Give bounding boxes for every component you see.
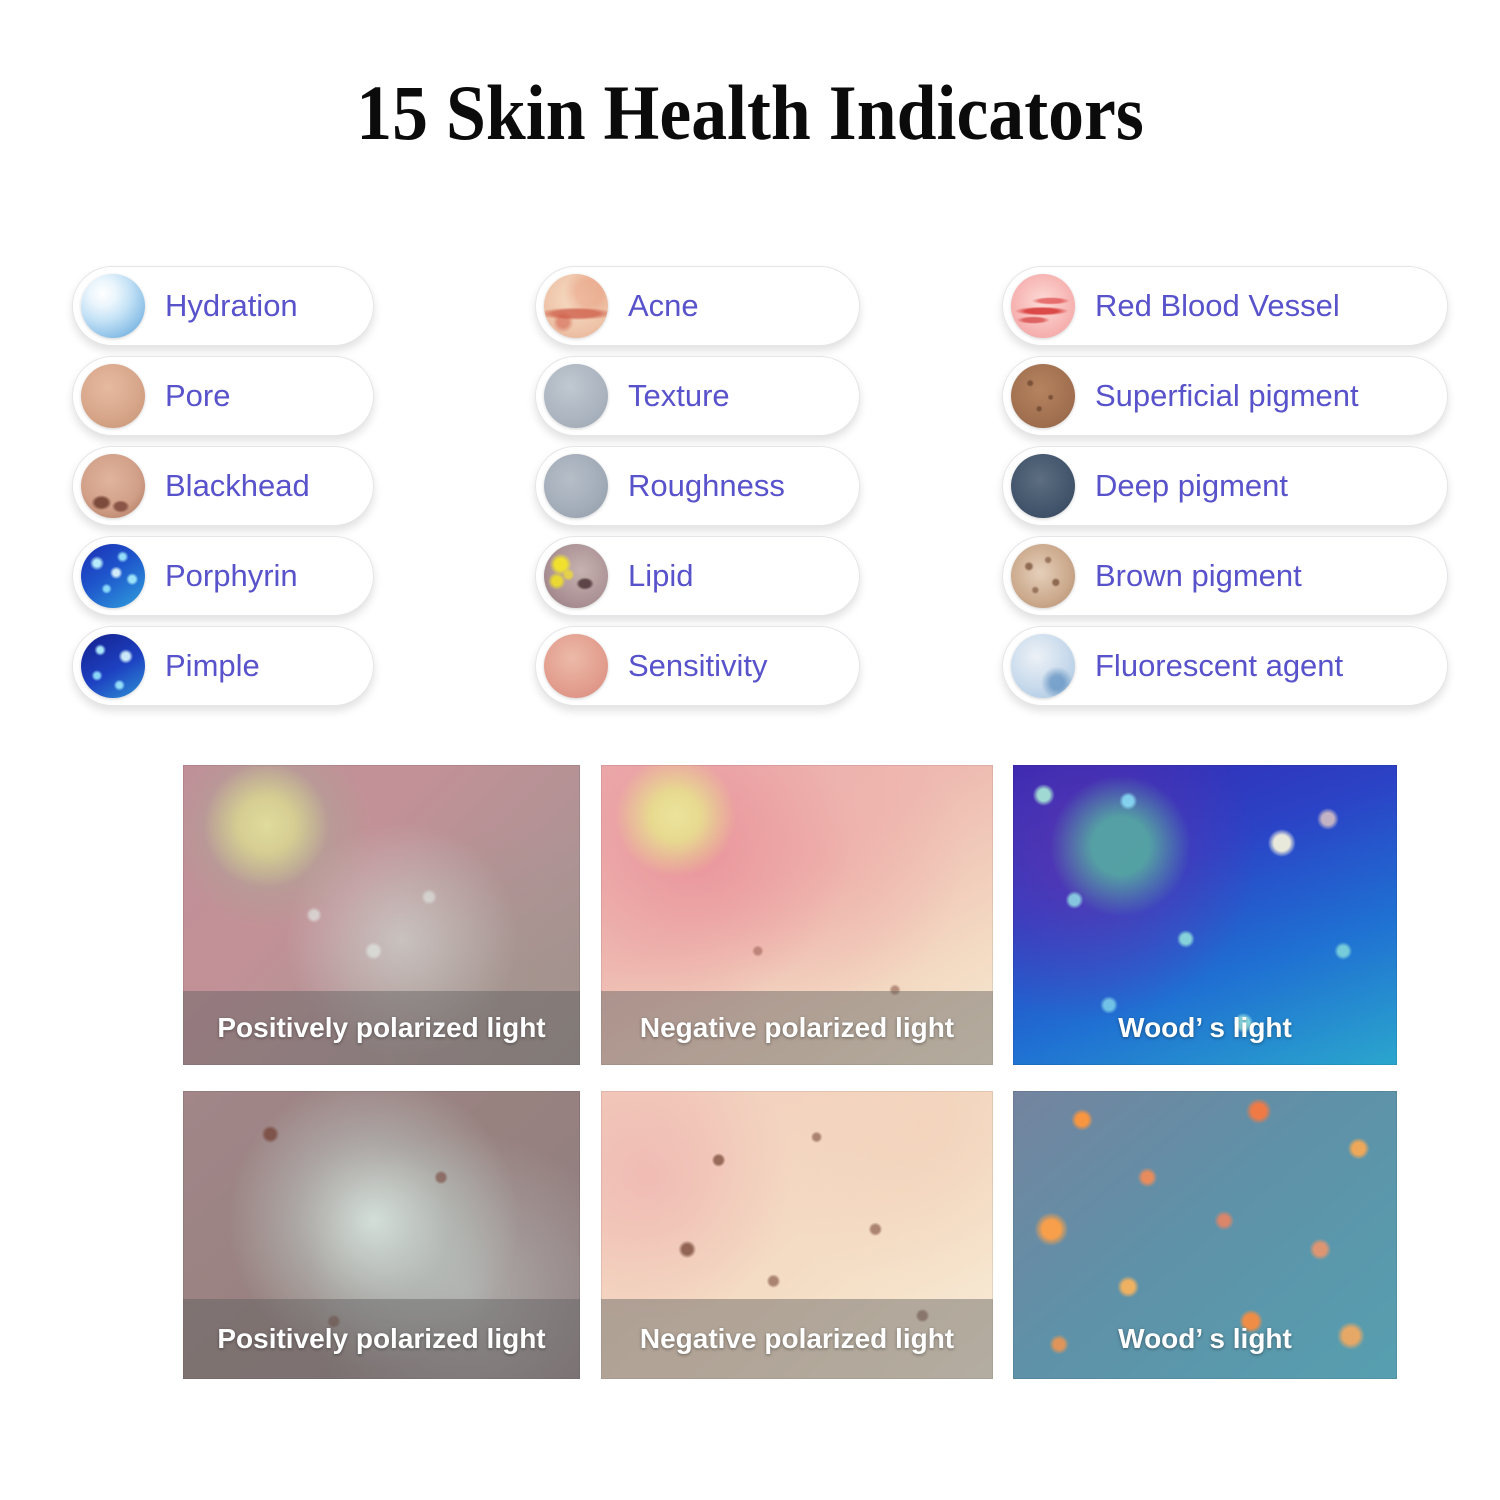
photo-caption-woods-light-row2: Wood’ s light (1118, 1323, 1292, 1354)
acne-swatch-icon (544, 274, 608, 338)
brown-pigment-swatch-icon (1011, 544, 1075, 608)
hydration-swatch-icon (81, 274, 145, 338)
superficial-pigment-swatch-icon (1011, 364, 1075, 428)
indicator-label-pimple: Pimple (165, 648, 260, 683)
indicator-label-roughness: Roughness (628, 468, 785, 503)
photo-positively-polarized-row1: Positively polarized light (183, 765, 580, 1065)
sensitivity-swatch-icon (544, 634, 608, 698)
indicator-pill-texture: Texture (535, 356, 860, 436)
indicator-label-deep-pigment: Deep pigment (1095, 468, 1289, 503)
indicator-label-porphyrin: Porphyrin (165, 558, 298, 593)
indicator-pill-red-blood-vessel: Red Blood Vessel (1002, 266, 1448, 346)
indicator-label-red-blood-vessel: Red Blood Vessel (1095, 288, 1340, 323)
pimple-swatch-icon (81, 634, 145, 698)
indicator-pill-pimple: Pimple (72, 626, 374, 706)
indicator-pill-porphyrin: Porphyrin (72, 536, 374, 616)
photo-caption-negative-polarized-row1: Negative polarized light (601, 991, 993, 1065)
photo-woods-light-row1: Wood’ s light (1013, 765, 1397, 1065)
indicator-label-pore: Pore (165, 378, 231, 413)
blackhead-swatch-icon (81, 454, 145, 518)
indicator-pill-acne: Acne (535, 266, 860, 346)
page-title: 15 Skin Health Indicators (356, 69, 1144, 156)
photo-caption-positively-polarized-row2: Positively polarized light (183, 1299, 580, 1379)
indicator-pill-superficial-pigment: Superficial pigment (1002, 356, 1448, 436)
photo-caption-woods-light-row1: Wood’ s light (1118, 1012, 1292, 1043)
indicator-pill-fluorescent-agent: Fluorescent agent (1002, 626, 1448, 706)
red-blood-vessel-swatch-icon (1011, 274, 1075, 338)
indicator-pill-roughness: Roughness (535, 446, 860, 526)
indicator-pill-hydration: Hydration (72, 266, 374, 346)
photo-positively-polarized-row2: Positively polarized light (183, 1091, 580, 1379)
indicator-label-sensitivity: Sensitivity (628, 648, 768, 683)
fluorescent-agent-swatch-icon (1011, 634, 1075, 698)
indicator-pill-lipid: Lipid (535, 536, 860, 616)
photo-negative-polarized-row1: Negative polarized light (601, 765, 993, 1065)
indicator-pill-brown-pigment: Brown pigment (1002, 536, 1448, 616)
indicator-label-superficial-pigment: Superficial pigment (1095, 378, 1359, 413)
indicator-pill-blackhead: Blackhead (72, 446, 374, 526)
indicator-label-texture: Texture (628, 378, 730, 413)
pore-swatch-icon (81, 364, 145, 428)
photo-caption-positively-polarized-row1: Positively polarized light (183, 991, 580, 1065)
indicator-label-acne: Acne (628, 288, 699, 323)
indicator-label-brown-pigment: Brown pigment (1095, 558, 1302, 593)
indicator-label-fluorescent-agent: Fluorescent agent (1095, 648, 1344, 683)
deep-pigment-swatch-icon (1011, 454, 1075, 518)
indicator-pill-sensitivity: Sensitivity (535, 626, 860, 706)
indicator-label-blackhead: Blackhead (165, 468, 310, 503)
indicator-pill-pore: Pore (72, 356, 374, 436)
photo-caption-negative-polarized-row2: Negative polarized light (601, 1299, 993, 1379)
photo-woods-light-row2: Wood’ s light (1013, 1091, 1397, 1379)
texture-swatch-icon (544, 364, 608, 428)
roughness-swatch-icon (544, 454, 608, 518)
porphyrin-swatch-icon (81, 544, 145, 608)
indicator-pill-deep-pigment: Deep pigment (1002, 446, 1448, 526)
photo-negative-polarized-row2: Negative polarized light (601, 1091, 993, 1379)
indicator-label-lipid: Lipid (628, 558, 694, 593)
indicator-label-hydration: Hydration (165, 288, 298, 323)
lipid-swatch-icon (544, 544, 608, 608)
